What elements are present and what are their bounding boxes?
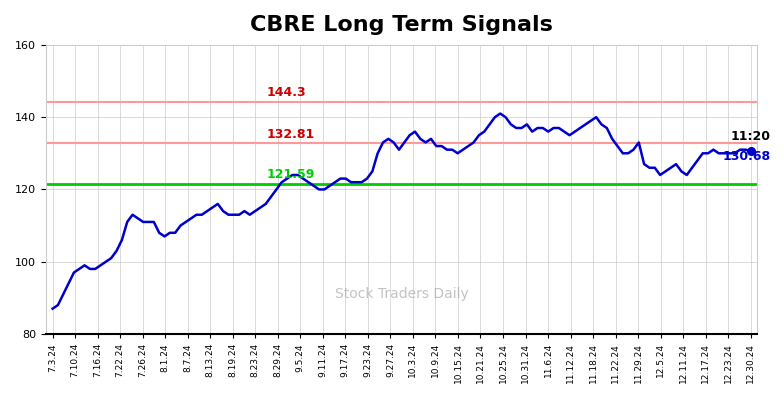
Text: 132.81: 132.81 [267, 128, 315, 140]
Text: 130.68: 130.68 [723, 150, 771, 163]
Text: Stock Traders Daily: Stock Traders Daily [335, 287, 469, 300]
Point [745, 148, 757, 154]
Text: 121.59: 121.59 [267, 168, 315, 181]
Text: 144.3: 144.3 [267, 86, 307, 99]
Title: CBRE Long Term Signals: CBRE Long Term Signals [250, 15, 553, 35]
Text: 11:20: 11:20 [731, 130, 771, 143]
